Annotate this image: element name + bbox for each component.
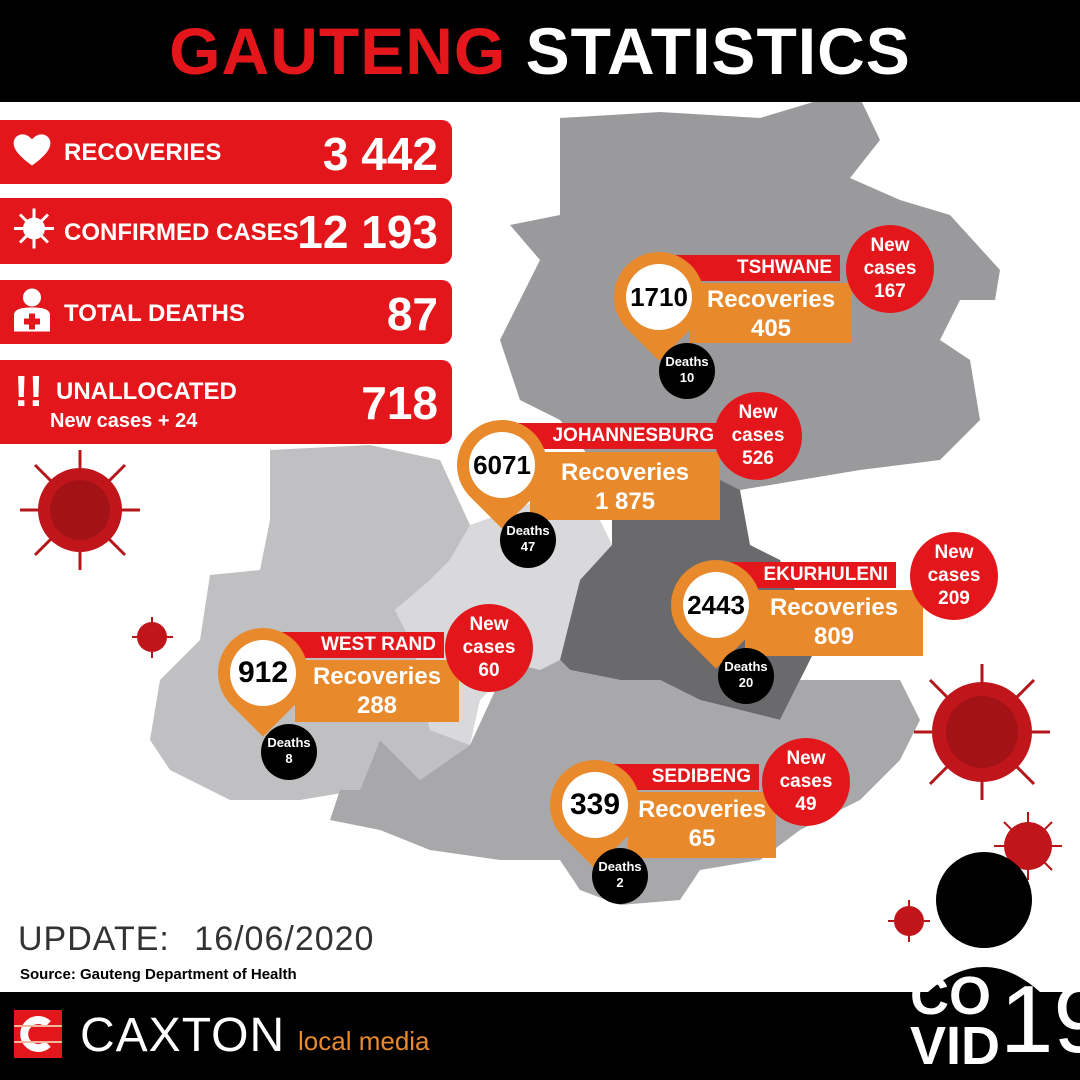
person-icon — [12, 288, 52, 337]
johannesburg-deaths-label: Deaths — [506, 523, 550, 538]
ekurhuleni-new-cases: New cases 209 — [910, 532, 998, 620]
westrand-cases: 912 — [230, 640, 296, 706]
johannesburg-recoveries: Recoveries 1 875 — [530, 452, 720, 520]
new-cases-line1: New — [934, 542, 974, 563]
source-text: Source: Gauteng Department of Health — [20, 966, 297, 983]
ekurhuleni-deaths: Deaths 20 — [718, 648, 774, 704]
ekurhuleni-recoveries-value: 809 — [813, 623, 855, 650]
new-cases-line1: New — [870, 235, 910, 256]
new-cases-line1: New — [786, 748, 826, 769]
virus-illustration-icon — [914, 664, 1050, 800]
total-deaths-label: TOTAL DEATHS — [64, 300, 245, 327]
new-cases-line2: cases — [779, 771, 833, 792]
ekurhuleni-cases: 2443 — [683, 572, 749, 638]
total-deaths-box: TOTAL DEATHS 87 — [0, 280, 452, 344]
westrand-new-cases: New cases 60 — [445, 604, 533, 692]
recoveries-value: 3 442 — [322, 128, 438, 180]
virus-illustration-icon — [994, 812, 1062, 880]
sedibeng-recoveries-label: Recoveries — [637, 796, 767, 823]
new-cases-line1: New — [738, 402, 778, 423]
confirmed-cases-label: CONFIRMED CASES — [64, 219, 299, 246]
tshwane-new-value: 167 — [874, 281, 906, 302]
brand-tagline: local media — [298, 1026, 430, 1056]
ekurhuleni-name: EKURHULENI — [720, 562, 896, 588]
brand-name: CAXTON — [80, 1009, 286, 1062]
new-cases-line2: cases — [731, 425, 785, 446]
ekurhuleni-recoveries: Recoveries 809 — [745, 590, 923, 656]
update-date: UPDATE: 16/06/2020 — [18, 920, 374, 959]
sedibeng-deaths: Deaths 2 — [592, 848, 648, 904]
title-statistics: STATISTICS — [525, 14, 911, 88]
westrand-deaths: Deaths 8 — [261, 724, 317, 780]
sedibeng-recoveries: Recoveries 65 — [628, 792, 776, 858]
sedibeng-deaths-label: Deaths — [598, 859, 642, 874]
tshwane-recoveries-value: 405 — [750, 315, 792, 342]
confirmed-cases-box: CONFIRMED CASES 12 193 — [0, 198, 452, 264]
johannesburg-deaths: Deaths 47 — [500, 512, 556, 568]
westrand-recoveries-value: 288 — [356, 692, 398, 719]
johannesburg-deaths-value: 47 — [520, 539, 536, 554]
caxton-logo-icon — [14, 1010, 62, 1058]
virus-illustration-icon — [132, 617, 173, 658]
ekurhuleni-new-value: 209 — [938, 588, 970, 609]
ekurhuleni-recoveries-label: Recoveries — [769, 594, 899, 621]
confirmed-cases-value: 12 193 — [297, 206, 438, 258]
virus-illustration-icon — [888, 900, 930, 942]
westrand-new-value: 60 — [478, 660, 500, 681]
westrand-deaths-value: 8 — [285, 751, 293, 766]
johannesburg-recoveries-value: 1 875 — [594, 488, 656, 515]
update-value: 16/06/2020 — [194, 920, 375, 958]
tshwane-deaths: Deaths 10 — [659, 343, 715, 399]
heart-icon — [12, 132, 52, 173]
johannesburg-recoveries-label: Recoveries — [560, 459, 690, 486]
unallocated-value: 718 — [361, 377, 438, 429]
virus-icon — [12, 207, 56, 256]
footer-bar — [0, 992, 1080, 1080]
tshwane-cases: 1710 — [626, 264, 692, 330]
exclamation-icon: !! — [14, 367, 44, 416]
westrand-recoveries-label: Recoveries — [312, 663, 442, 690]
unallocated-box: !! UNALLOCATED New cases + 24 718 — [0, 360, 452, 444]
covid-number: 19 — [1000, 966, 1080, 1073]
tshwane-new-cases: New cases 167 — [846, 225, 934, 313]
tshwane-recoveries-label: Recoveries — [706, 286, 836, 313]
johannesburg-new-value: 526 — [742, 448, 774, 469]
tshwane-deaths-label: Deaths — [665, 354, 709, 369]
johannesburg-cases: 6071 — [469, 432, 535, 498]
header-bar: GAUTENG STATISTICS — [0, 0, 1080, 102]
unallocated-subtext: New cases + 24 — [50, 410, 198, 432]
tshwane-recoveries: Recoveries 405 — [690, 283, 852, 343]
total-deaths-value: 87 — [386, 288, 438, 340]
sedibeng-cases: 339 — [562, 772, 628, 838]
ekurhuleni-deaths-value: 20 — [738, 675, 754, 690]
new-cases-line1: New — [469, 614, 509, 635]
new-cases-line2: cases — [863, 258, 917, 279]
westrand-recoveries: Recoveries 288 — [295, 660, 459, 722]
johannesburg-new-cases: New cases 526 — [714, 392, 802, 480]
sedibeng-new-cases: New cases 49 — [762, 738, 850, 826]
sedibeng-name: SEDIBENG — [595, 764, 759, 790]
sedibeng-new-value: 49 — [795, 794, 817, 815]
unallocated-label: UNALLOCATED — [56, 378, 237, 405]
ekurhuleni-deaths-label: Deaths — [724, 659, 768, 674]
virus-illustration-icon — [20, 450, 140, 570]
sedibeng-deaths-value: 2 — [616, 875, 624, 890]
new-cases-line2: cases — [462, 637, 516, 658]
update-label: UPDATE: — [18, 920, 170, 958]
recoveries-label: RECOVERIES — [64, 139, 222, 166]
westrand-deaths-label: Deaths — [267, 735, 311, 750]
page-title: GAUTENG STATISTICS — [0, 0, 1080, 102]
covid-text-top: CO — [910, 966, 991, 1026]
covid-text-bottom: VID — [910, 1016, 1001, 1076]
title-gauteng: GAUTENG — [169, 14, 507, 88]
sedibeng-recoveries-value: 65 — [688, 825, 716, 852]
covid-figure-icon — [928, 852, 1040, 992]
new-cases-line2: cases — [927, 565, 981, 586]
recoveries-box: RECOVERIES 3 442 — [0, 120, 452, 184]
tshwane-deaths-value: 10 — [679, 370, 695, 385]
